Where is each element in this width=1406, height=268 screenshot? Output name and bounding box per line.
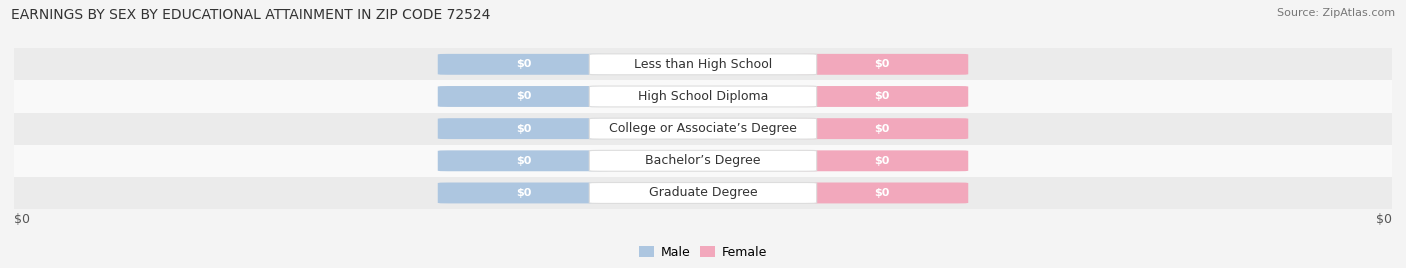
Text: $0: $0 xyxy=(516,188,531,198)
FancyBboxPatch shape xyxy=(589,118,817,139)
Text: $0: $0 xyxy=(516,156,531,166)
Text: $0: $0 xyxy=(875,156,890,166)
FancyBboxPatch shape xyxy=(437,54,610,75)
Legend: Male, Female: Male, Female xyxy=(634,241,772,264)
Text: Graduate Degree: Graduate Degree xyxy=(648,187,758,199)
FancyBboxPatch shape xyxy=(796,183,969,203)
Text: Bachelor’s Degree: Bachelor’s Degree xyxy=(645,154,761,167)
FancyBboxPatch shape xyxy=(14,80,1392,113)
FancyBboxPatch shape xyxy=(14,145,1392,177)
FancyBboxPatch shape xyxy=(589,54,817,75)
FancyBboxPatch shape xyxy=(796,54,969,75)
FancyBboxPatch shape xyxy=(14,113,1392,145)
FancyBboxPatch shape xyxy=(796,118,969,139)
Text: EARNINGS BY SEX BY EDUCATIONAL ATTAINMENT IN ZIP CODE 72524: EARNINGS BY SEX BY EDUCATIONAL ATTAINMEN… xyxy=(11,8,491,22)
FancyBboxPatch shape xyxy=(796,150,969,171)
FancyBboxPatch shape xyxy=(437,183,610,203)
FancyBboxPatch shape xyxy=(589,183,817,203)
FancyBboxPatch shape xyxy=(589,86,817,107)
Text: $0: $0 xyxy=(14,213,30,226)
Text: High School Diploma: High School Diploma xyxy=(638,90,768,103)
FancyBboxPatch shape xyxy=(14,48,1392,80)
Text: $0: $0 xyxy=(516,124,531,134)
FancyBboxPatch shape xyxy=(437,118,610,139)
FancyBboxPatch shape xyxy=(589,150,817,171)
Text: $0: $0 xyxy=(875,59,890,69)
FancyBboxPatch shape xyxy=(437,86,610,107)
Text: Source: ZipAtlas.com: Source: ZipAtlas.com xyxy=(1277,8,1395,18)
Text: $0: $0 xyxy=(516,91,531,102)
FancyBboxPatch shape xyxy=(796,86,969,107)
Text: $0: $0 xyxy=(875,91,890,102)
Text: Less than High School: Less than High School xyxy=(634,58,772,71)
FancyBboxPatch shape xyxy=(437,150,610,171)
Text: $0: $0 xyxy=(1376,213,1392,226)
Text: $0: $0 xyxy=(516,59,531,69)
Text: $0: $0 xyxy=(875,188,890,198)
Text: College or Associate’s Degree: College or Associate’s Degree xyxy=(609,122,797,135)
Text: $0: $0 xyxy=(875,124,890,134)
FancyBboxPatch shape xyxy=(14,177,1392,209)
